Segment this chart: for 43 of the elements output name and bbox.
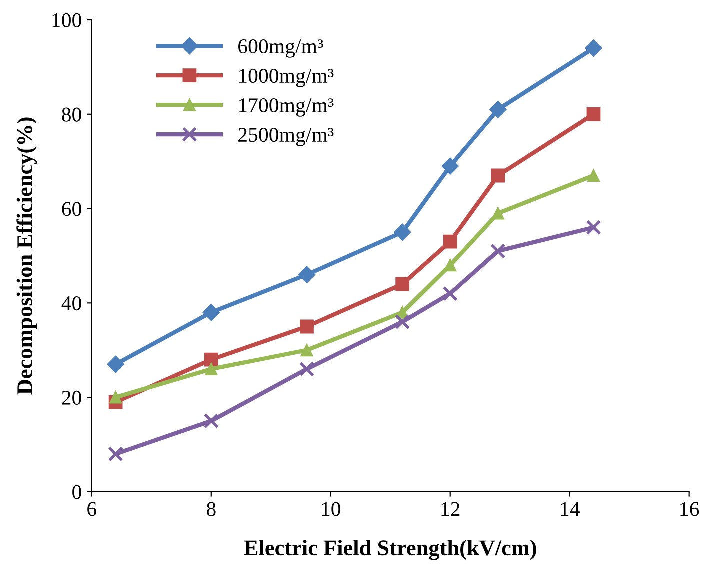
point (107, 356, 124, 374)
point (394, 314, 410, 330)
legend-label: 1000mg/m³ (239, 68, 334, 88)
point (490, 244, 506, 259)
x-tick-label: 6 (88, 502, 96, 516)
y-tick-label: 20 (62, 390, 82, 405)
x-tick-label: 12 (442, 502, 460, 516)
point (108, 446, 124, 462)
point (394, 224, 412, 241)
point (204, 352, 218, 367)
point (110, 391, 122, 404)
point (204, 413, 220, 429)
x-tick-label: 14 (561, 502, 580, 516)
point (491, 168, 506, 183)
legend-label: 600mg/m³ (238, 40, 324, 58)
point (442, 286, 458, 302)
y-tick-label: 80 (62, 108, 82, 122)
point (492, 207, 504, 220)
point (202, 304, 220, 322)
point (396, 277, 410, 292)
x-tick-label: 16 (680, 502, 700, 516)
point (442, 158, 459, 175)
point (585, 40, 602, 57)
point (300, 320, 314, 334)
y-tick-label: 60 (62, 202, 82, 216)
x-axis-title: Electric Field Strength(kV/cm) (244, 540, 536, 560)
point (490, 101, 507, 118)
legend-label: 1700mg/m³ (239, 98, 334, 117)
point (300, 344, 314, 357)
point (586, 107, 601, 122)
y-tick-label: 100 (52, 13, 82, 28)
legend-label: 2500mg/m³ (238, 128, 334, 146)
point (587, 169, 600, 182)
point (205, 362, 218, 376)
point (586, 220, 602, 236)
y-axis-title: Decomposition Efficiency(%) (16, 118, 38, 395)
y-tick-label: 40 (62, 296, 82, 311)
y-tick-label: 0 (72, 485, 82, 500)
x-tick-label: 8 (206, 502, 216, 516)
point (298, 266, 316, 284)
point (299, 362, 315, 377)
point (443, 234, 458, 249)
x-tick-label: 10 (322, 502, 340, 516)
